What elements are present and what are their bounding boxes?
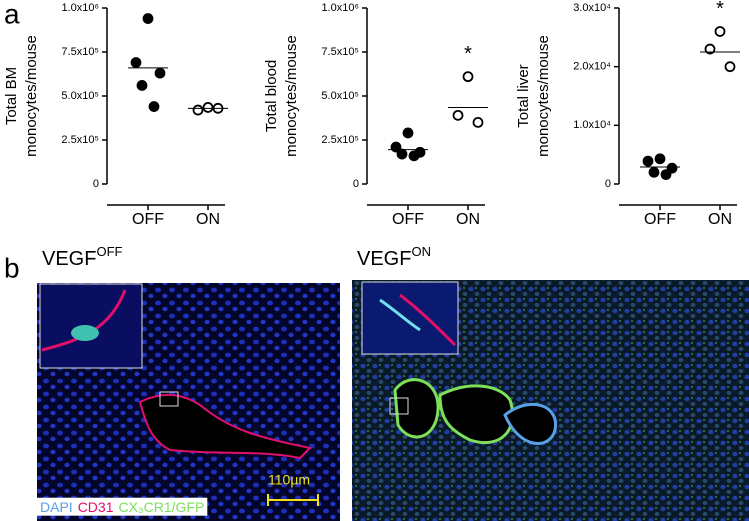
- y-tick-label: 0: [353, 178, 359, 190]
- micrograph: [37, 283, 340, 521]
- y-tick-label: 2.5x10⁵: [321, 134, 359, 146]
- y-tick-label: 1.0x10⁴: [573, 119, 611, 131]
- data-point: [142, 13, 154, 24]
- x-tick-label: OFF: [392, 211, 424, 228]
- significance-mark: *: [716, 0, 724, 20]
- data-point: [396, 148, 408, 160]
- x-tick-label: OFF: [644, 211, 676, 228]
- panel-label: a: [4, 0, 20, 29]
- y-tick-label: 0: [93, 178, 99, 190]
- data-point: [472, 117, 484, 128]
- y-tick-label: 2.0x10⁴: [573, 61, 611, 73]
- y-tick-label: 7.5x10⁵: [61, 46, 99, 58]
- y-tick-label: 7.5x10⁵: [321, 46, 359, 58]
- data-point: [648, 166, 660, 178]
- legend-entry: CD31: [78, 499, 114, 515]
- y-axis-title: Total blood: [263, 60, 280, 133]
- legend-background: [37, 497, 208, 516]
- scale-bar-label: 110µm: [268, 472, 310, 488]
- y-axis-title: Total liver: [515, 64, 532, 127]
- y-tick-label: 2.5x10⁵: [61, 134, 99, 146]
- data-point: [148, 101, 160, 112]
- y-tick-label: 5.0x10⁵: [321, 90, 359, 102]
- data-point: [724, 61, 736, 73]
- y-axis-title: monocytes/mouse: [283, 35, 300, 157]
- legend: DAPI CD31 CX₃CR1/GFP: [40, 499, 204, 515]
- significance-mark: *: [464, 43, 472, 65]
- y-tick-label: 1.0x10⁶: [61, 2, 99, 14]
- title-superscript: ON: [411, 244, 431, 259]
- data-point: [660, 169, 672, 181]
- y-axis-title: Total BM: [3, 67, 20, 125]
- data-point: [408, 150, 420, 162]
- data-point: [154, 67, 166, 79]
- x-tick-label: OFF: [132, 211, 164, 228]
- title-superscript: OFF: [96, 244, 122, 259]
- y-tick-label: 5.0x10⁵: [61, 90, 99, 102]
- y-axis-title: monocytes/mouse: [535, 35, 552, 157]
- data-point: [714, 26, 726, 37]
- data-point: [136, 80, 148, 91]
- panel-label: b: [4, 252, 20, 283]
- y-tick-label: 0: [605, 178, 611, 190]
- data-point: [202, 102, 214, 113]
- x-tick-label: ON: [456, 211, 480, 228]
- image-title: VEGFOFF: [42, 244, 123, 270]
- data-point: [402, 127, 414, 139]
- data-point: [130, 57, 142, 68]
- legend-entry: DAPI: [40, 499, 73, 515]
- x-tick-label: ON: [196, 211, 220, 228]
- title-text: VEGF: [357, 248, 411, 270]
- data-point: [666, 162, 678, 174]
- title-text: VEGF: [42, 248, 96, 270]
- data-point: [642, 155, 654, 167]
- image-title: VEGFON: [357, 244, 431, 270]
- x-tick-label: ON: [708, 211, 732, 228]
- data-point: [192, 104, 204, 116]
- data-point: [654, 153, 666, 165]
- y-tick-label: 3.0x10⁴: [573, 2, 611, 14]
- data-point: [452, 109, 464, 121]
- legend-entry: CX₃CR1/GFP: [118, 499, 204, 515]
- y-tick-label: 1.0x10⁶: [321, 2, 359, 14]
- y-axis-title: monocytes/mouse: [23, 35, 40, 157]
- data-point: [462, 71, 474, 83]
- micrograph: [352, 280, 749, 521]
- data-point: [704, 43, 716, 55]
